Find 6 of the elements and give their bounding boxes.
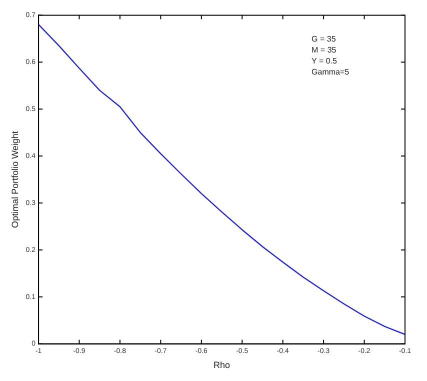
annotation: Y = 0.5 <box>312 56 338 66</box>
annotation: G = 35 <box>312 34 336 44</box>
x-axis-title: Rho <box>214 360 230 370</box>
y-axis-title: Optimal Portfolio Weight <box>10 130 20 228</box>
annotation: M = 35 <box>312 45 337 54</box>
annotation: Gamma=5 <box>312 67 350 76</box>
